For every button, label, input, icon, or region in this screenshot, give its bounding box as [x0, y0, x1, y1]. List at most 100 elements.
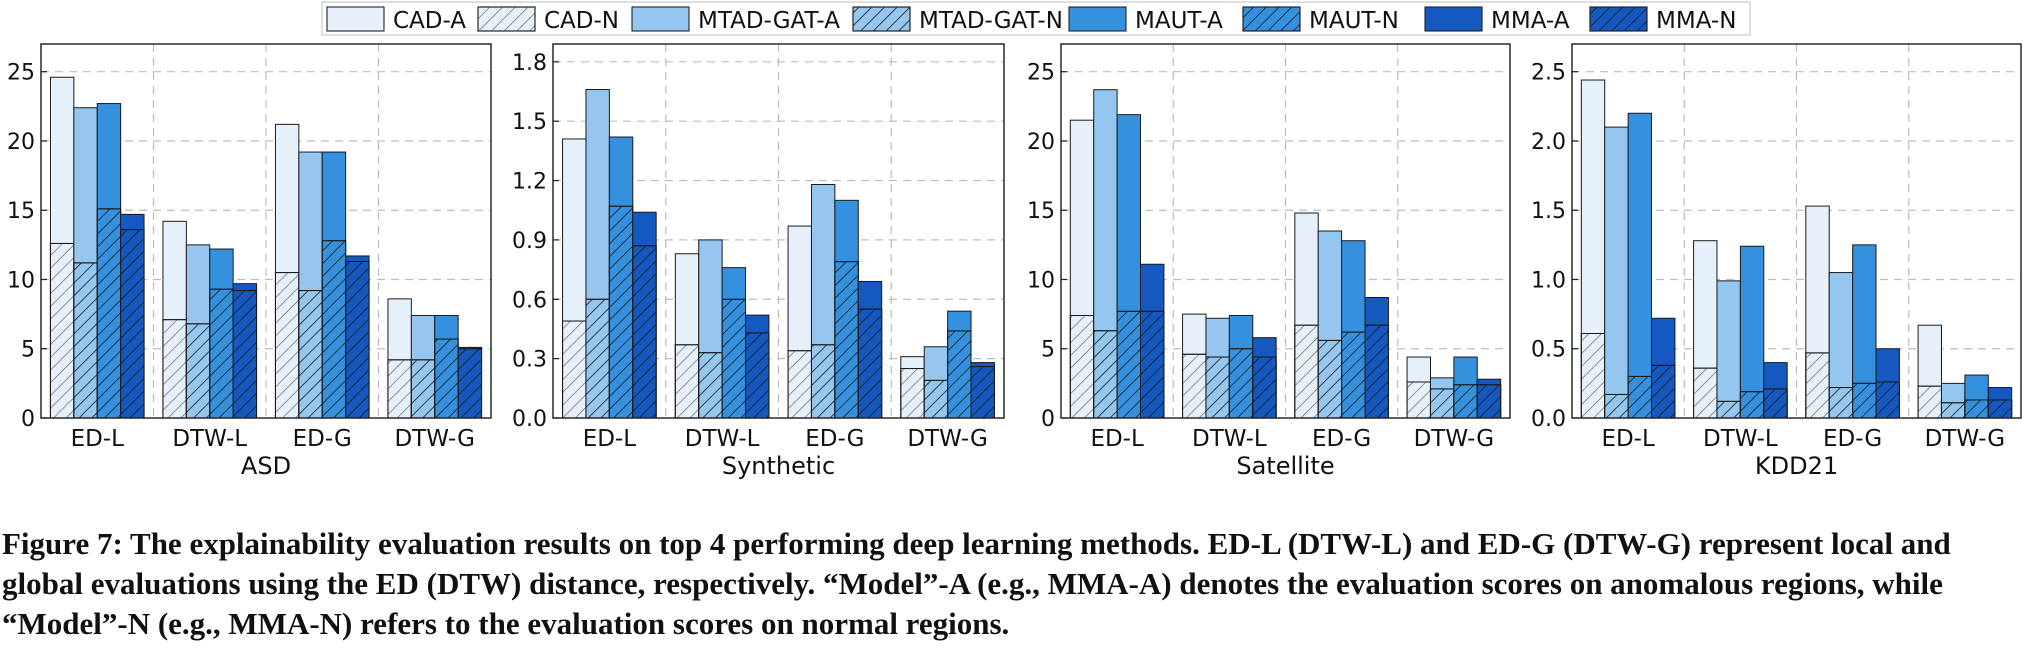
legend-label-maut-n: MAUT-N [1309, 8, 1399, 34]
legend-swatch-mtad-gat-a [631, 6, 690, 32]
bar-hatch-mtad-gat-n-dtw-g [410, 359, 436, 419]
bar-mtad-gat-a-dtw-l [1716, 280, 1741, 419]
y-tick-label: 25 [1027, 61, 1055, 86]
bar-hatch-mtad-gat-n-dtw-l [1205, 356, 1230, 419]
legend-item-mma-a: MMA-A [1424, 6, 1570, 34]
bar-hatch-mtad-gat-n-ed-g [810, 344, 836, 419]
bar-hatch-mtad-gat-n-ed-l [1604, 393, 1629, 419]
bar-hatch-cad-n-dtw-l [674, 344, 700, 419]
bar-hatch-maut-n-ed-l [608, 205, 634, 419]
bar-hatch-mma-n-dtw-g [457, 348, 483, 419]
bar-hatch-mma-n-dtw-l [745, 332, 770, 419]
y-tick-label: 2.5 [1531, 61, 1566, 86]
y-tick-label: 0.5 [1531, 338, 1566, 363]
bar-hatch-mma-n-ed-l [1651, 364, 1676, 419]
y-tick-label: 1.0 [1531, 268, 1566, 293]
bar-maut-a-ed-l [1627, 112, 1653, 419]
bar-hatch-maut-n-ed-g [1341, 331, 1366, 419]
legend-label-mma-a: MMA-A [1491, 8, 1570, 34]
x-tick-label-dtw-l: DTW-L [1192, 426, 1267, 452]
y-tick-label: 0 [1041, 407, 1055, 432]
legend-item-mma-n: MMA-N [1589, 6, 1736, 34]
y-tick-label: 10 [7, 268, 35, 293]
bar-hatch-maut-n-dtw-g [1964, 399, 1989, 419]
dataset-label-asd: ASD [241, 452, 291, 480]
bar-hatch-maut-n-dtw-g [434, 338, 459, 419]
bar-hatch-cad-n-dtw-g [387, 359, 412, 419]
bar-hatch-maut-n-ed-g [321, 240, 347, 419]
legend-item-cad-n: CAD-N [477, 6, 619, 34]
bar-hatch-cad-n-dtw-g [900, 368, 925, 419]
bar-hatch-cad-n-dtw-g [1917, 385, 1942, 419]
y-tick-label: 5 [1041, 338, 1055, 363]
y-tick-label: 2.0 [1531, 130, 1566, 155]
legend-item-mtad-gat-n: MTAD-GAT-N [852, 6, 1063, 34]
panel-kdd21: ED-L DTW-L ED-G DTW-G 0.0 0.5 1.0 1.5 2.0 2.5 KDD2… [1531, 43, 2022, 480]
bar-hatch-maut-n-ed-g [834, 261, 859, 419]
panel-asd: ED-L DTW-L ED-G DTW-G 0 5 10 15 20 25 ASD [7, 43, 492, 480]
bar-hatch-mtad-gat-n-dtw-g [923, 379, 949, 419]
legend-swatch-hatch-cad-n [477, 6, 536, 32]
bar-hatch-cad-n-dtw-g [1406, 381, 1431, 419]
bar-hatch-mma-n-ed-l [1140, 310, 1165, 419]
legend-label-mtad-gat-a: MTAD-GAT-A [698, 8, 840, 34]
bar-hatch-mtad-gat-n-ed-l [1093, 330, 1118, 419]
dataset-label-satellite: Satellite [1236, 452, 1334, 480]
bar-hatch-mma-n-ed-g [1875, 381, 1900, 419]
x-tick-label-dtw-l: DTW-L [1703, 426, 1778, 452]
panel-frame [1060, 43, 1511, 419]
panel-frame [40, 43, 492, 419]
bar-hatch-mtad-gat-n-dtw-g [1940, 402, 1966, 419]
bar-hatch-maut-n-dtw-l [1739, 391, 1765, 419]
bar-hatch-mma-n-ed-l [632, 245, 657, 419]
bar-hatch-cad-n-ed-l [49, 242, 75, 419]
legend-label-cad-n: CAD-N [544, 8, 619, 34]
y-tick-label: 5 [21, 338, 35, 363]
y-tick-label: 10 [1027, 268, 1055, 293]
bar-hatch-mma-n-dtw-l [1252, 356, 1277, 419]
bar-hatch-cad-n-ed-g [274, 272, 300, 419]
bar-hatch-mtad-gat-n-ed-l [73, 262, 98, 419]
bar-hatch-maut-n-ed-l [1116, 310, 1142, 419]
x-tick-label-dtw-g: DTW-G [394, 426, 475, 452]
figure-caption: Figure 7: The explainability evaluation … [2, 526, 1951, 641]
legend-swatch-hatch-mma-n [1589, 6, 1648, 32]
legend-swatch-maut-a [1068, 6, 1127, 32]
legend-item-maut-a: MAUT-A [1068, 6, 1223, 34]
x-tick-label-ed-l: ED-L [1601, 426, 1655, 452]
bar-hatch-maut-n-dtw-g [947, 330, 972, 419]
y-tick-label: 1.5 [512, 110, 547, 135]
y-tick-label: 0.0 [512, 407, 547, 432]
y-tick-label: 1.8 [512, 51, 547, 76]
x-tick-label-ed-l: ED-L [583, 426, 637, 452]
legend: CAD-A CAD-N MTAD-GAT-A MTAD-GAT-N MAUT-A MAUT… [321, 1, 1751, 36]
legend-swatch-hatch-maut-n [1242, 6, 1301, 32]
legend-item-cad-a: CAD-A [326, 6, 466, 34]
x-tick-label-ed-l: ED-L [71, 426, 125, 452]
bar-hatch-maut-n-dtw-g [1453, 384, 1478, 419]
bar-hatch-mma-n-dtw-l [232, 290, 258, 419]
panel-frame [1571, 43, 2022, 419]
bar-hatch-maut-n-dtw-l [1228, 348, 1254, 419]
bar-hatch-maut-n-ed-l [1627, 375, 1653, 419]
bar-hatch-mtad-gat-n-ed-l [585, 298, 610, 419]
bar-hatch-mtad-gat-n-dtw-l [1716, 400, 1741, 419]
legend-label-cad-a: CAD-A [393, 8, 466, 34]
bar-hatch-mtad-gat-n-dtw-l [698, 352, 723, 419]
bar-hatch-mtad-gat-n-ed-g [1317, 339, 1343, 419]
bar-hatch-cad-n-dtw-l [1182, 353, 1207, 419]
y-tick-label: 20 [7, 130, 35, 155]
bar-hatch-mtad-gat-n-dtw-l [185, 323, 211, 419]
bar-hatch-cad-n-ed-g [1294, 324, 1319, 419]
dataset-label-kdd21: KDD21 [1755, 452, 1838, 480]
x-tick-label-dtw-l: DTW-L [172, 426, 247, 452]
panel-satellite: ED-L DTW-L ED-G DTW-G 0 5 10 15 20 25 Satellite [1027, 43, 1511, 480]
bar-hatch-mma-n-dtw-l [1763, 388, 1788, 419]
bar-hatch-cad-n-ed-g [787, 350, 812, 419]
legend-swatch-cad-a [326, 6, 385, 32]
bar-hatch-maut-n-ed-g [1852, 382, 1877, 419]
bar-hatch-mma-n-ed-g [857, 308, 883, 419]
bar-hatch-mma-n-dtw-g [970, 366, 995, 419]
legend-frame [321, 1, 1751, 36]
legend-label-maut-a: MAUT-A [1135, 8, 1223, 34]
